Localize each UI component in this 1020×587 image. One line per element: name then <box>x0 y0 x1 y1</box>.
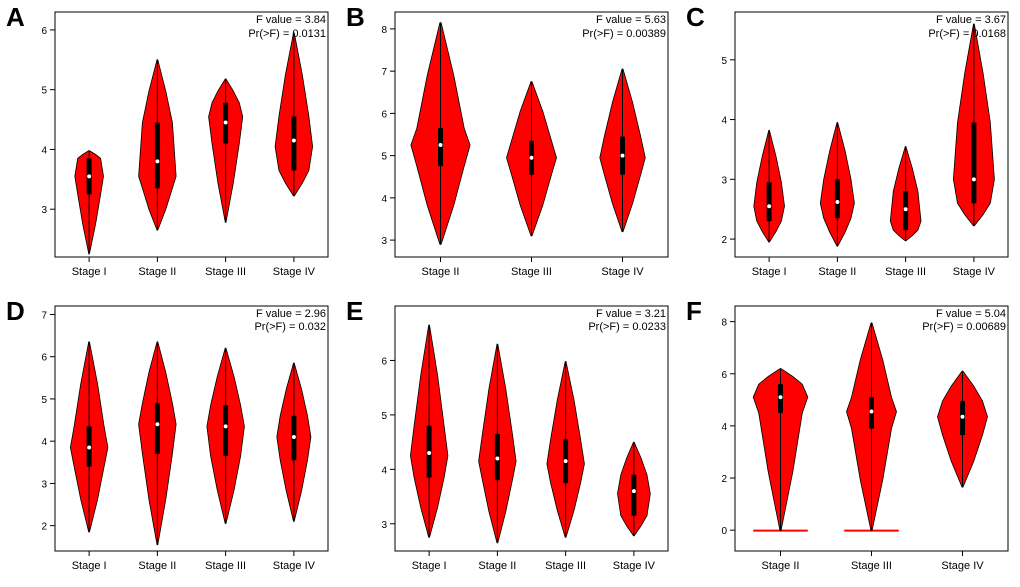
xtick-label: Stage IV <box>273 560 316 572</box>
ytick-label: 5 <box>381 410 387 421</box>
ytick-label: 6 <box>721 369 727 380</box>
ytick-label: 5 <box>41 86 47 97</box>
ytick-label: 7 <box>41 310 47 321</box>
xtick-label: Stage III <box>511 266 552 278</box>
f-value: F value = 2.96 <box>254 308 326 322</box>
f-value: F value = 5.63 <box>582 14 666 28</box>
f-value: F value = 3.21 <box>588 308 666 322</box>
panel-B: B F value = 5.63Pr(>F) = 0.00389 3 4 5 6 7 8 Sta… <box>340 0 680 294</box>
p-value: Pr(>F) = 0.0233 <box>588 321 666 335</box>
ytick-label: 4 <box>381 465 387 476</box>
stats-block: F value = 3.67Pr(>F) = 0.0168 <box>928 14 1006 42</box>
violin-plot: 3 4 5 6 Stage I Stage II Stage III Stage IV <box>0 0 340 293</box>
panel-letter: A <box>6 2 25 33</box>
ytick-label: 7 <box>381 67 387 78</box>
ytick-label: 8 <box>381 25 387 36</box>
ytick-label: 3 <box>41 479 47 490</box>
xtick-label: Stage III <box>851 560 892 572</box>
ytick-label: 4 <box>41 437 47 448</box>
xtick-label: Stage I <box>72 266 107 278</box>
xtick-label: Stage II <box>138 560 176 572</box>
ytick-label: 2 <box>41 521 47 532</box>
stats-block: F value = 5.04Pr(>F) = 0.00689 <box>922 308 1006 336</box>
violin-plot: 0 2 4 6 8 Stage II Stage III Stage IV <box>680 294 1020 587</box>
stats-block: F value = 5.63Pr(>F) = 0.00389 <box>582 14 666 42</box>
ytick-label: 5 <box>381 152 387 163</box>
stats-block: F value = 3.84Pr(>F) = 0.0131 <box>248 14 326 42</box>
ytick-label: 8 <box>721 317 727 328</box>
xtick-label: Stage III <box>545 560 586 572</box>
xtick-label: Stage I <box>752 266 787 278</box>
ytick-label: 2 <box>721 235 727 246</box>
ytick-label: 3 <box>381 519 387 530</box>
xtick-label: Stage IV <box>273 266 316 278</box>
ytick-label: 3 <box>721 175 727 186</box>
p-value: Pr(>F) = 0.00689 <box>922 321 1006 335</box>
panel-letter: D <box>6 296 25 327</box>
panel-A: A F value = 3.84Pr(>F) = 0.0131 3 4 5 6 Stage … <box>0 0 340 294</box>
stats-block: F value = 2.96Pr(>F) = 0.032 <box>254 308 326 336</box>
ytick-label: 6 <box>41 26 47 37</box>
p-value: Pr(>F) = 0.0168 <box>928 28 1006 42</box>
ytick-label: 4 <box>41 145 47 156</box>
violin-plot: 3 4 5 6 Stage I Stage II Stage III Stage IV <box>340 294 680 587</box>
panel-letter: B <box>346 2 365 33</box>
xtick-label: Stage IV <box>601 266 644 278</box>
panel-letter: C <box>686 2 705 33</box>
xtick-label: Stage II <box>478 560 516 572</box>
ytick-label: 0 <box>721 526 727 537</box>
xtick-label: Stage IV <box>953 266 996 278</box>
stats-block: F value = 3.21Pr(>F) = 0.0233 <box>588 308 666 336</box>
panel-C: C F value = 3.67Pr(>F) = 0.0168 2 3 4 5 Stage … <box>680 0 1020 294</box>
ytick-label: 3 <box>381 236 387 247</box>
ytick-label: 6 <box>381 356 387 367</box>
violin-plot: 2 3 4 5 6 7 Stage I Stage II Stage III Stage IV <box>0 294 340 587</box>
xtick-label: Stage II <box>422 266 460 278</box>
xtick-label: Stage II <box>818 266 856 278</box>
ytick-label: 3 <box>41 205 47 216</box>
ytick-label: 6 <box>381 109 387 120</box>
xtick-label: Stage III <box>885 266 926 278</box>
ytick-label: 4 <box>721 421 727 432</box>
xtick-label: Stage III <box>205 266 246 278</box>
panel-E: E F value = 3.21Pr(>F) = 0.0233 3 4 5 6 Stage … <box>340 294 680 587</box>
p-value: Pr(>F) = 0.032 <box>254 321 326 335</box>
xtick-label: Stage IV <box>941 560 984 572</box>
xtick-label: Stage III <box>205 560 246 572</box>
f-value: F value = 5.04 <box>922 308 1006 322</box>
xtick-label: Stage II <box>762 560 800 572</box>
ytick-label: 4 <box>721 116 727 127</box>
p-value: Pr(>F) = 0.0131 <box>248 28 326 42</box>
xtick-label: Stage I <box>412 560 447 572</box>
violin-plot: 3 4 5 6 7 8 Stage II Stage III Stage IV <box>340 0 680 293</box>
p-value: Pr(>F) = 0.00389 <box>582 28 666 42</box>
ytick-label: 6 <box>41 352 47 363</box>
ytick-label: 4 <box>381 194 387 205</box>
panel-F: F F value = 5.04Pr(>F) = 0.00689 0 2 4 6 8 Stag… <box>680 294 1020 587</box>
ytick-label: 5 <box>721 56 727 67</box>
f-value: F value = 3.84 <box>248 14 326 28</box>
figure-grid: A F value = 3.84Pr(>F) = 0.0131 3 4 5 6 Stage … <box>0 0 1020 587</box>
ytick-label: 5 <box>41 394 47 405</box>
panel-letter: F <box>686 296 702 327</box>
xtick-label: Stage IV <box>613 560 656 572</box>
ytick-label: 2 <box>721 474 727 485</box>
f-value: F value = 3.67 <box>928 14 1006 28</box>
xtick-label: Stage I <box>72 560 107 572</box>
violin-plot: 2 3 4 5 Stage I Stage II Stage III Stage IV <box>680 0 1020 293</box>
xtick-label: Stage II <box>138 266 176 278</box>
panel-D: D F value = 2.96Pr(>F) = 0.032 2 3 4 5 6 7 Stage… <box>0 294 340 587</box>
panel-letter: E <box>346 296 363 327</box>
